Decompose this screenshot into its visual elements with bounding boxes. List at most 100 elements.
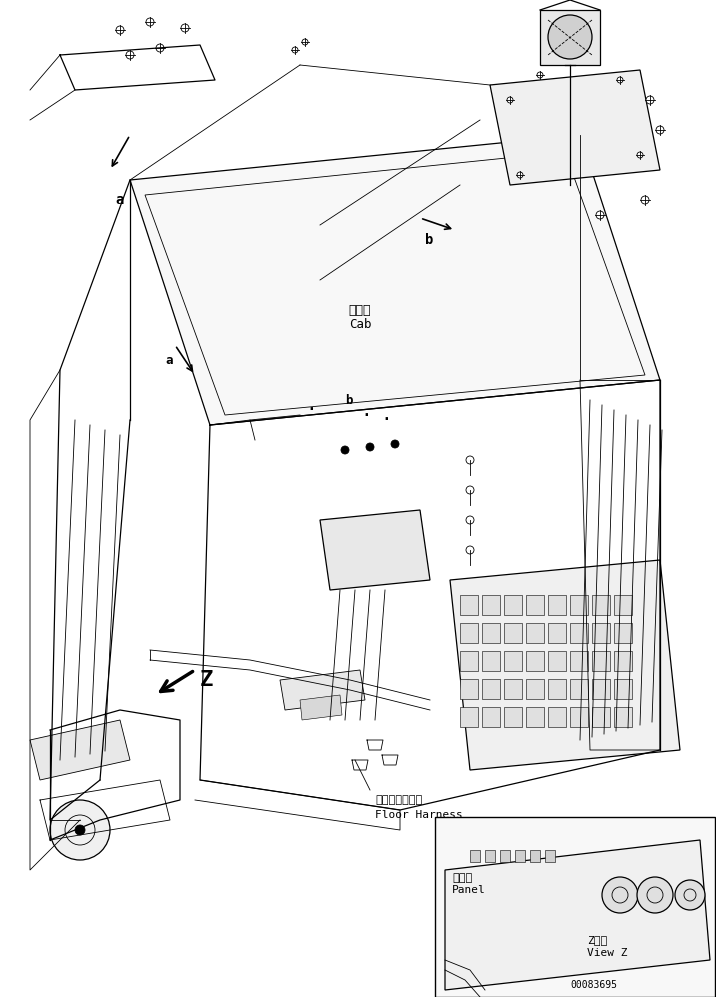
Polygon shape <box>482 623 500 643</box>
Polygon shape <box>592 707 610 727</box>
Polygon shape <box>470 850 480 862</box>
Polygon shape <box>526 679 544 699</box>
Polygon shape <box>614 651 632 671</box>
Circle shape <box>156 44 164 52</box>
Text: Cab: Cab <box>349 318 372 331</box>
Circle shape <box>391 440 399 448</box>
Circle shape <box>675 880 705 910</box>
Polygon shape <box>130 135 660 425</box>
Circle shape <box>646 96 654 104</box>
Text: Panel: Panel <box>452 885 485 895</box>
Bar <box>435 817 715 997</box>
Text: Z　視: Z 視 <box>587 935 607 945</box>
Polygon shape <box>592 651 610 671</box>
Polygon shape <box>545 850 555 862</box>
Polygon shape <box>280 670 365 710</box>
Circle shape <box>181 24 189 32</box>
Polygon shape <box>460 679 478 699</box>
Polygon shape <box>592 623 610 643</box>
Circle shape <box>292 47 298 53</box>
Polygon shape <box>570 651 588 671</box>
Polygon shape <box>485 850 495 862</box>
Polygon shape <box>540 10 600 65</box>
Text: b: b <box>425 233 433 247</box>
Text: ·: · <box>305 401 316 420</box>
Polygon shape <box>548 623 566 643</box>
Polygon shape <box>30 720 130 780</box>
Polygon shape <box>482 651 500 671</box>
Text: View Z: View Z <box>587 948 627 958</box>
Polygon shape <box>592 595 610 615</box>
Circle shape <box>548 15 592 59</box>
Circle shape <box>126 51 134 59</box>
Polygon shape <box>482 707 500 727</box>
Circle shape <box>656 126 664 134</box>
Polygon shape <box>450 560 680 770</box>
Circle shape <box>146 18 154 26</box>
Polygon shape <box>504 595 522 615</box>
Circle shape <box>466 486 474 494</box>
Polygon shape <box>570 595 588 615</box>
Circle shape <box>596 211 604 219</box>
Polygon shape <box>504 707 522 727</box>
Polygon shape <box>614 679 632 699</box>
Polygon shape <box>526 707 544 727</box>
Polygon shape <box>570 707 588 727</box>
Polygon shape <box>570 679 588 699</box>
Polygon shape <box>460 707 478 727</box>
Circle shape <box>602 877 638 913</box>
Polygon shape <box>614 623 632 643</box>
Text: ·: · <box>360 406 372 425</box>
Text: Z: Z <box>200 670 213 690</box>
Polygon shape <box>548 651 566 671</box>
Circle shape <box>641 196 649 204</box>
Circle shape <box>50 800 110 860</box>
Text: パネル: パネル <box>452 873 473 883</box>
Circle shape <box>366 443 374 451</box>
Polygon shape <box>482 679 500 699</box>
Text: ·: · <box>380 411 392 430</box>
Polygon shape <box>300 695 342 720</box>
Polygon shape <box>482 595 500 615</box>
Circle shape <box>466 516 474 524</box>
Circle shape <box>637 152 643 158</box>
Text: フロアハーネス: フロアハーネス <box>375 795 422 805</box>
Circle shape <box>75 825 85 835</box>
Polygon shape <box>526 623 544 643</box>
Polygon shape <box>548 595 566 615</box>
Polygon shape <box>530 850 540 862</box>
Polygon shape <box>504 651 522 671</box>
Polygon shape <box>460 651 478 671</box>
Circle shape <box>507 97 513 103</box>
Circle shape <box>466 546 474 554</box>
Circle shape <box>617 77 623 83</box>
Polygon shape <box>445 840 710 990</box>
Polygon shape <box>548 679 566 699</box>
Circle shape <box>466 456 474 464</box>
Polygon shape <box>592 679 610 699</box>
Polygon shape <box>548 707 566 727</box>
Polygon shape <box>460 595 478 615</box>
Polygon shape <box>515 850 525 862</box>
Polygon shape <box>504 623 522 643</box>
Circle shape <box>341 446 349 454</box>
Text: キャブ: キャブ <box>349 303 372 316</box>
Polygon shape <box>490 70 660 185</box>
Polygon shape <box>504 679 522 699</box>
Polygon shape <box>500 850 510 862</box>
Text: a: a <box>115 193 123 207</box>
Text: b: b <box>345 394 352 407</box>
Text: a: a <box>165 354 173 367</box>
Text: 00083695: 00083695 <box>570 980 617 990</box>
Circle shape <box>637 877 673 913</box>
Text: Floor Harness: Floor Harness <box>375 810 463 820</box>
Circle shape <box>116 26 124 34</box>
Circle shape <box>302 39 308 45</box>
Polygon shape <box>614 707 632 727</box>
Polygon shape <box>526 595 544 615</box>
Polygon shape <box>460 623 478 643</box>
Polygon shape <box>570 623 588 643</box>
Circle shape <box>537 72 543 78</box>
Circle shape <box>517 172 523 178</box>
Polygon shape <box>526 651 544 671</box>
